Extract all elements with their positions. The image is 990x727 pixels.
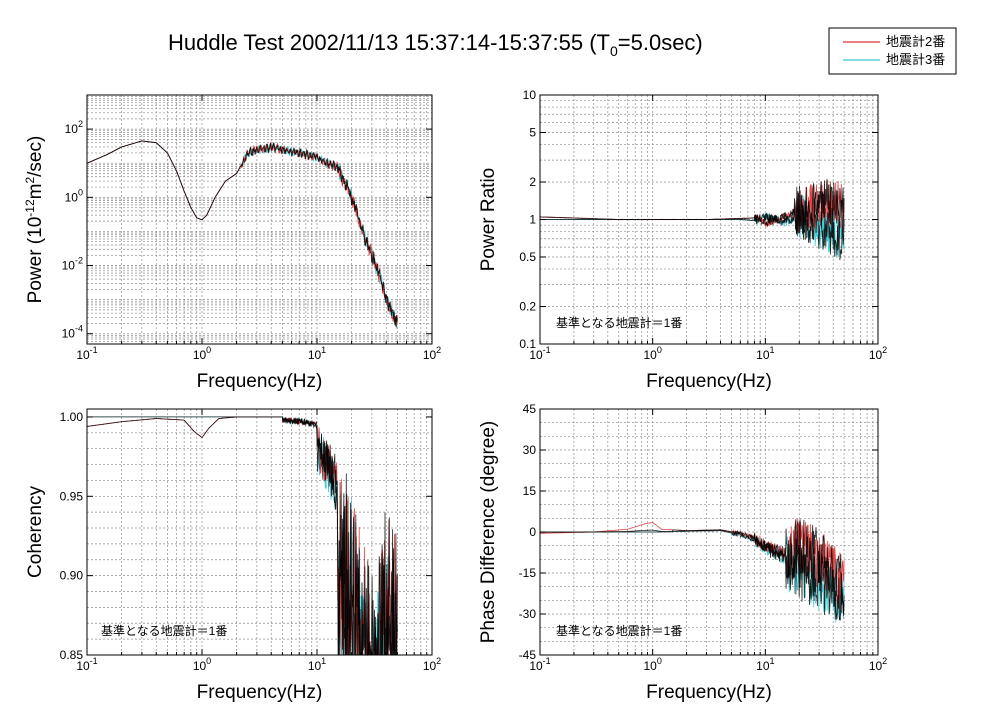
y-tick-label: 0.95 [60, 489, 84, 503]
y-tick-label: 2 [529, 175, 536, 189]
x-tick-label: 100 [193, 345, 211, 362]
grid-lines [540, 95, 878, 344]
y-tick-label: 45 [523, 402, 537, 416]
legend-label-2: 地震計2番 [886, 34, 945, 49]
y-tick-label: 1 [529, 213, 536, 227]
x-axis-label: Frequency(Hz) [197, 371, 323, 392]
y-tick-label: 0.1 [519, 337, 536, 351]
power-series-line [86, 140, 398, 327]
y-tick-label: -30 [519, 607, 537, 621]
y-tick-label: 0 [529, 525, 536, 539]
data-traces [540, 518, 845, 623]
coherency-panel: 10-1 100 101 102 0.85 0.90 0.95 1.00 Frequency(H… [25, 408, 441, 703]
x-tick-label: 10-1 [529, 656, 550, 673]
x-tick-label: 10-1 [76, 345, 97, 362]
y-tick-label: 0.2 [519, 300, 536, 314]
chart-title: Huddle Test 2002/11/13 15:37:14-15:37:55… [168, 30, 703, 59]
y-tick-label: -45 [519, 648, 537, 662]
y-axis-label: Power Ratio [478, 168, 499, 272]
grid-lines [87, 95, 432, 344]
grid-lines [87, 409, 432, 655]
x-tick-label: 10-1 [76, 656, 97, 673]
x-tick-label: 102 [423, 656, 441, 673]
y-tick-label: 10 [523, 88, 537, 102]
y-tick-label: 15 [523, 484, 537, 498]
x-tick-label: 101 [756, 656, 774, 673]
y-axis-label: Coherency [25, 486, 46, 578]
power-series-line [86, 140, 398, 329]
series-line [540, 519, 845, 617]
x-axis-label: Frequency(Hz) [646, 371, 772, 392]
x-axis-label: Frequency(Hz) [197, 682, 323, 703]
y-tick-label: 0.90 [60, 569, 84, 583]
data-traces [86, 416, 398, 656]
x-tick-label: 101 [756, 345, 774, 362]
power-ratio-panel: 10-1 100 101 102 0.1 0.2 0.5 1 2 5 10 Frequency(Hz)… [478, 88, 887, 392]
x-tick-label: 102 [423, 345, 441, 362]
y-tick-label: 0.5 [519, 250, 536, 264]
reference-annotation: 基準となる地震計＝1番 [101, 623, 227, 638]
power-series-line [86, 140, 398, 328]
y-tick-label: 0.85 [60, 648, 84, 662]
y-tick-label: 10-4 [62, 324, 83, 341]
y-tick-label: 10-2 [62, 256, 83, 273]
legend-box [828, 27, 957, 75]
series-line [539, 179, 845, 234]
x-tick-label: 10-1 [529, 345, 550, 362]
x-tick-label: 102 [869, 345, 887, 362]
y-tick-label: 1.00 [60, 410, 84, 424]
legend-label-3: 地震計3番 [886, 52, 945, 67]
y-axis-label: Power (10-12m2/sec) [23, 136, 46, 304]
data-traces [86, 140, 398, 329]
x-tick-label: 100 [643, 656, 661, 673]
y-tick-label: 5 [529, 125, 536, 139]
legend: 地震計2番 地震計3番 [828, 27, 957, 75]
series-line [86, 416, 398, 656]
plot-frame [86, 94, 433, 345]
plot-frame [86, 408, 433, 656]
phase-difference-panel: 10-1 100 101 102 -45 -30 -15 0 15 30 45 Frequency(H… [478, 402, 887, 703]
x-tick-label: 100 [643, 345, 661, 362]
y-tick-label: 30 [523, 443, 537, 457]
x-tick-label: 102 [869, 656, 887, 673]
y-axis-label: Phase Difference (degree) [478, 421, 499, 644]
reference-annotation: 基準となる地震計＝1番 [556, 315, 682, 330]
y-tick-label: 102 [65, 119, 83, 136]
y-tick-label: -15 [519, 566, 537, 580]
title-tail: =5.0sec) [618, 30, 703, 55]
x-tick-label: 100 [193, 656, 211, 673]
x-axis-label: Frequency(Hz) [646, 682, 772, 703]
y-tick-label: 100 [65, 187, 83, 204]
data-traces [539, 179, 845, 261]
title-subscript: 0 [610, 43, 618, 59]
power-spectrum-panel: 10-1 100 101 102 10-4 10-2 100 102 Frequency(Hz)… [23, 94, 441, 392]
x-tick-label: 101 [308, 345, 326, 362]
x-tick-label: 101 [308, 656, 326, 673]
reference-annotation: 基準となる地震計＝1番 [556, 623, 682, 638]
